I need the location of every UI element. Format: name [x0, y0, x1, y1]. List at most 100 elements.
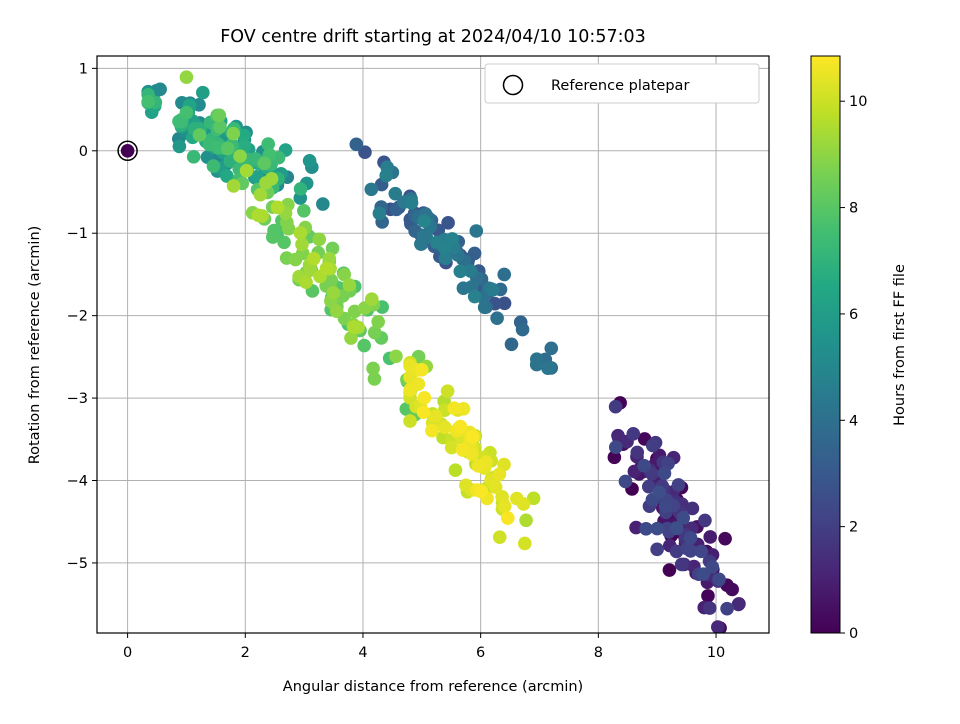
- data-point: [416, 229, 431, 243]
- x-tick-label: 0: [123, 645, 132, 661]
- data-point: [212, 108, 227, 123]
- data-point: [459, 478, 473, 493]
- data-point: [371, 315, 385, 329]
- data-point: [141, 94, 155, 109]
- data-point: [438, 251, 453, 266]
- data-point: [179, 70, 194, 84]
- data-point: [685, 501, 700, 516]
- y-tick-label: −3: [67, 391, 88, 407]
- data-point: [379, 168, 394, 183]
- data-point: [257, 156, 272, 171]
- data-point: [676, 511, 691, 525]
- data-point: [447, 401, 461, 416]
- data-point: [367, 325, 382, 340]
- plot-frame: [96, 55, 770, 634]
- colorbar-ticks: 0 2 4 6 8 10: [840, 94, 867, 642]
- data-point: [608, 399, 623, 414]
- y-axis-ticks: 1 0 −1 −2 −3 −4 −5: [67, 61, 97, 572]
- y-tick-label: −1: [67, 226, 88, 242]
- x-tick-label: 2: [241, 645, 250, 661]
- data-point: [445, 232, 460, 246]
- y-tick-label: −5: [67, 556, 88, 572]
- data-point: [701, 589, 715, 603]
- data-point: [192, 128, 207, 142]
- data-point: [683, 544, 698, 558]
- data-point: [329, 304, 344, 319]
- data-point: [366, 361, 380, 376]
- scatter-points: [141, 70, 746, 633]
- data-point: [349, 137, 364, 152]
- data-point: [696, 567, 711, 581]
- data-point: [425, 423, 439, 438]
- colorbar-tick-label: 2: [849, 520, 858, 536]
- data-point: [326, 285, 341, 300]
- data-point: [608, 440, 623, 454]
- data-point: [453, 419, 468, 434]
- data-point: [237, 128, 251, 143]
- data-point: [712, 572, 726, 587]
- data-point: [364, 182, 379, 197]
- data-point: [702, 601, 717, 615]
- data-point: [172, 139, 187, 154]
- data-point: [718, 531, 732, 546]
- data-point: [288, 252, 303, 267]
- data-point: [469, 224, 484, 238]
- data-point: [526, 491, 541, 506]
- data-point: [299, 275, 313, 290]
- data-point: [195, 85, 210, 100]
- data-point: [504, 337, 519, 352]
- data-point: [440, 384, 455, 398]
- data-point: [346, 320, 361, 334]
- reference-outer-ring: [117, 140, 138, 162]
- x-tick-label: 10: [707, 645, 725, 661]
- x-tick-label: 4: [358, 645, 367, 661]
- data-point: [293, 182, 308, 196]
- data-point: [441, 216, 455, 230]
- data-point: [251, 208, 266, 223]
- data-point: [388, 186, 403, 201]
- data-point: [474, 484, 489, 499]
- colorbar-tick-label: 10: [849, 94, 867, 110]
- data-point: [711, 620, 725, 633]
- x-tick-label: 8: [594, 645, 603, 661]
- data-point: [233, 149, 247, 163]
- data-point: [367, 372, 382, 386]
- data-point: [497, 499, 512, 513]
- data-point: [239, 163, 254, 178]
- data-point: [179, 105, 194, 120]
- data-point: [639, 521, 653, 536]
- data-point: [319, 261, 334, 276]
- data-point: [492, 530, 507, 544]
- data-point: [206, 159, 221, 173]
- data-point: [544, 341, 559, 356]
- data-point: [497, 296, 512, 311]
- colorbar-tick-label: 8: [849, 201, 858, 217]
- y-axis-label: Rotation from reference (arcmin): [27, 226, 43, 465]
- data-point: [438, 420, 452, 435]
- data-point: [731, 597, 746, 612]
- data-point: [698, 513, 712, 528]
- data-point: [372, 206, 387, 221]
- data-point: [277, 235, 291, 250]
- data-point: [490, 311, 504, 325]
- data-point: [444, 440, 459, 455]
- data-point: [404, 195, 419, 210]
- data-point: [270, 200, 285, 215]
- data-point: [637, 458, 651, 473]
- data-point: [674, 557, 689, 572]
- reference-marker: [117, 140, 138, 162]
- data-point: [467, 246, 482, 261]
- data-point: [607, 450, 622, 465]
- data-point: [213, 120, 227, 134]
- data-point: [720, 601, 734, 616]
- data-point: [295, 237, 309, 252]
- data-point: [437, 241, 452, 255]
- data-point: [477, 300, 492, 315]
- data-point: [226, 126, 241, 141]
- data-point: [358, 145, 372, 160]
- data-point: [515, 322, 530, 337]
- data-point: [428, 409, 443, 423]
- data-point: [448, 463, 463, 478]
- data-point: [683, 531, 698, 545]
